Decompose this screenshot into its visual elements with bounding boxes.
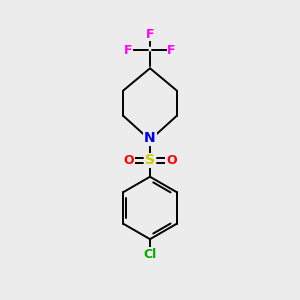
Text: S: S — [145, 153, 155, 167]
Text: F: F — [167, 44, 176, 57]
Text: F: F — [146, 28, 154, 40]
Text: O: O — [166, 154, 177, 167]
Text: N: N — [144, 131, 156, 145]
Text: O: O — [123, 154, 134, 167]
Text: F: F — [124, 44, 133, 57]
Text: Cl: Cl — [143, 248, 157, 260]
